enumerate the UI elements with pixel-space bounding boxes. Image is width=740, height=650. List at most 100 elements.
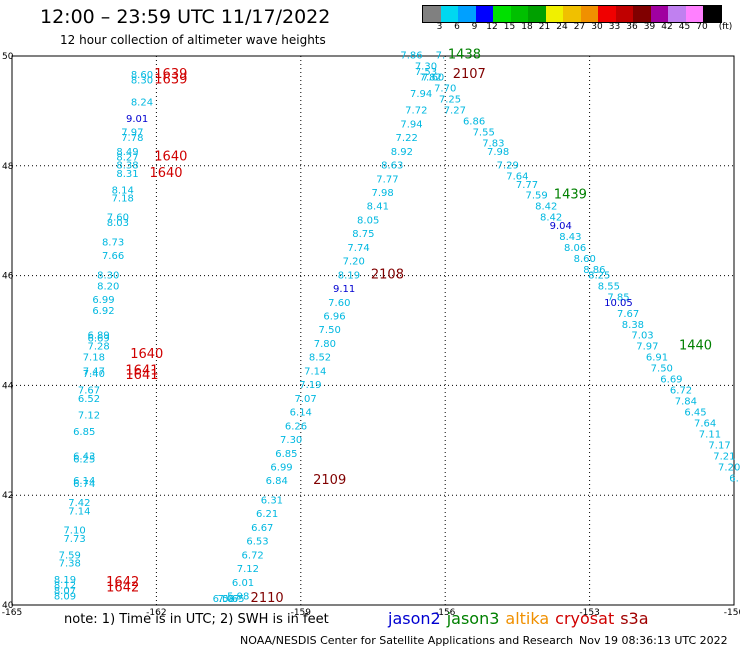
wave-height-label: 7.67 (78, 386, 100, 397)
wave-height-label: 6.14 (73, 476, 95, 487)
wave-height-label: 7. (436, 51, 446, 62)
color-swatch (580, 6, 598, 22)
pass-time-label: 1639 (154, 67, 187, 82)
wave-height-label: 7.80 (314, 339, 336, 350)
wave-height-label: 8.75 (352, 229, 374, 240)
wave-height-label: 7.70 (434, 84, 456, 95)
wave-height-label: 7.77 (516, 180, 538, 191)
pass-time-label: 1640 (130, 347, 163, 362)
wave-height-label: 6.85 (275, 449, 297, 460)
color-scale-label: (ft) (718, 22, 733, 32)
wave-height-label: 7.20 (718, 462, 740, 473)
color-scale-label: 9 (471, 22, 478, 32)
color-scale-label: 36 (626, 22, 638, 32)
wave-height-label: 5.98 (227, 592, 249, 603)
wave-height-label: 10.05 (604, 298, 633, 309)
wave-height-label: 7.77 (376, 174, 398, 185)
wave-height-label: 7.60 (107, 213, 129, 224)
wave-height-label: 7.67 (617, 309, 639, 320)
wave-height-label: 7.18 (83, 353, 105, 364)
color-scale-label: 39 (643, 22, 656, 32)
legend-item: s3a (620, 609, 649, 628)
color-scale-label: 42 (661, 22, 673, 32)
wave-height-label: 7.82 (420, 73, 442, 84)
wave-height-label: 6.67 (251, 523, 273, 534)
color-scale-label: 18 (521, 22, 533, 32)
wave-height-label: 8.49 (116, 147, 138, 158)
wave-height-label: 7.64 (694, 419, 716, 430)
wave-height-label: 7.59 (59, 550, 81, 561)
wave-height-label: 8.19 (54, 575, 76, 586)
x-tick-label: -162 (146, 608, 166, 618)
wave-height-label: 6.99 (270, 462, 292, 473)
wave-height-label: 7.97 (636, 342, 658, 353)
wave-height-label: 8.60 (574, 254, 596, 265)
color-swatch (528, 6, 546, 22)
pass-time-label: 1642 (106, 580, 139, 595)
wave-height-label: 7.12 (237, 564, 259, 575)
credit-text: NOAA/NESDIS Center for Satellite Applica… (240, 634, 574, 647)
pass-time-label: 1438 (448, 48, 481, 63)
wave-height-label: 7.42 (68, 498, 90, 509)
color-swatch (633, 6, 651, 22)
wave-height-label: 6.99 (92, 295, 114, 306)
color-scale-label: 3 (436, 22, 443, 32)
color-swatch (440, 6, 458, 22)
wave-height-label: 7.28 (88, 342, 110, 353)
wave-height-label: 6.43 (73, 452, 95, 463)
legend-item: jason3 (446, 609, 500, 628)
wave-height-label: 7.55 (473, 128, 495, 139)
color-swatch (563, 6, 581, 22)
wave-height-label: 7.83 (482, 139, 504, 150)
pass-time-label: 2109 (313, 473, 346, 488)
wave-height-label: 6.91 (646, 353, 668, 364)
x-tick-label: -153 (579, 608, 599, 618)
wave-height-label: 8.09 (54, 592, 76, 603)
color-scale-label: 33 (608, 22, 621, 32)
wave-height-label: 7.66 (102, 251, 124, 262)
wave-height-label: 7.14 (304, 366, 326, 377)
wave-height-label: 7.30 (415, 62, 437, 73)
wave-height-label: 7.40 (83, 369, 105, 380)
legend-item: cryosat (555, 609, 615, 628)
wave-height-label: 7.29 (497, 161, 519, 172)
wave-height-label: 7.20 (343, 257, 365, 268)
wave-height-label: 6.53 (246, 537, 268, 548)
wave-height-label: 8.63 (381, 161, 403, 172)
wave-height-label: 6.69 (88, 333, 110, 344)
color-swatch (668, 6, 686, 22)
wave-height-label: 7.72 (405, 106, 427, 117)
wave-height-label: 7.94 (410, 89, 432, 100)
color-swatch (598, 6, 616, 22)
wave-height-label: 8.27 (116, 152, 138, 163)
color-swatch (423, 6, 441, 22)
wave-height-label: 8.19 (338, 270, 360, 281)
wave-height-label: 7.22 (396, 133, 418, 144)
satellite-legend: jason2 jason3 altika cryosat s3a (388, 609, 655, 628)
color-swatch (545, 6, 563, 22)
wave-height-label: 7.38 (59, 559, 81, 570)
wave-height-label: 6.85 (73, 427, 95, 438)
pass-time-label: 2110 (251, 591, 284, 606)
y-tick-label: 44 (2, 381, 14, 391)
wave-height-label: 8.42 (540, 213, 562, 224)
wave-height-label: 7.60 (328, 298, 350, 309)
wave-height-label: 7.12 (78, 410, 100, 421)
wave-height-label: 7.47 (83, 366, 105, 377)
color-scale-label: 30 (591, 22, 603, 32)
color-scale-label: 6 (454, 22, 460, 32)
pass-time-label: 1641 (125, 368, 158, 383)
wave-height-label: 7.98 (371, 188, 393, 199)
wave-height-label: 7.59 (526, 191, 548, 202)
x-tick-label: -165 (2, 608, 22, 618)
wave-height-label: 9.11 (333, 284, 355, 295)
wave-height-label: 7.18 (112, 193, 134, 204)
wave-height-label: 8.31 (116, 169, 138, 180)
pass-time-label: 1640 (154, 149, 187, 164)
wave-height-label: 8.07 (54, 586, 76, 597)
wave-height-label: 6. (729, 473, 739, 484)
wave-height-label: 8.41 (367, 202, 389, 213)
plot-frame (11, 55, 735, 606)
wave-height-label: 7.60 (422, 73, 444, 84)
wave-height-label: 7.50 (319, 325, 341, 336)
